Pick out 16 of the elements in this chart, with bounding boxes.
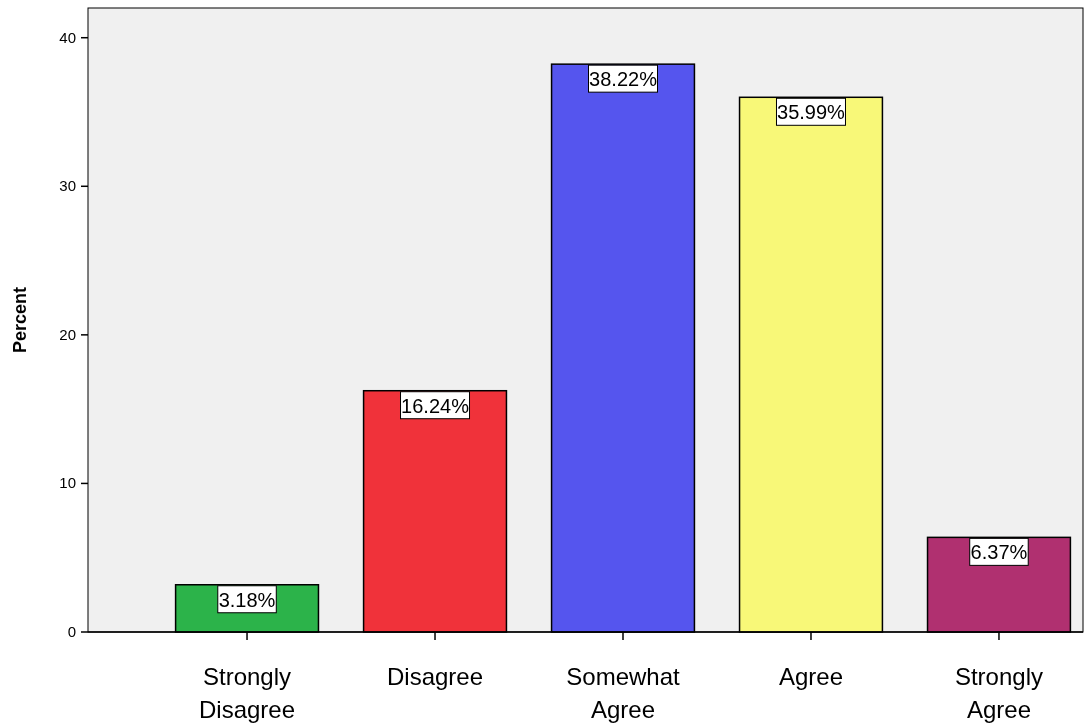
data-label: 38.22% (589, 68, 658, 91)
x-tick-label: Disagree (386, 663, 484, 690)
data-label: 35.99% (777, 101, 846, 124)
data-label: 6.37% (970, 541, 1028, 564)
x-tick-label: Somewhat Agree (566, 663, 681, 723)
y-axis-title: Percent (10, 286, 30, 354)
x-tick-label: Strongly Agree (954, 663, 1043, 723)
y-tick-label: 20 (59, 325, 76, 343)
data-label: 16.24% (401, 394, 470, 417)
y-tick-label: 10 (59, 474, 76, 492)
data-label: 3.18% (218, 588, 276, 611)
y-tick-label: 0 (67, 623, 76, 640)
x-tick-label: Strongly Disagree (199, 663, 296, 723)
y-tick-label: 30 (59, 177, 76, 195)
x-tick-label: Agree (778, 663, 844, 690)
y-tick-label: 40 (59, 28, 76, 46)
